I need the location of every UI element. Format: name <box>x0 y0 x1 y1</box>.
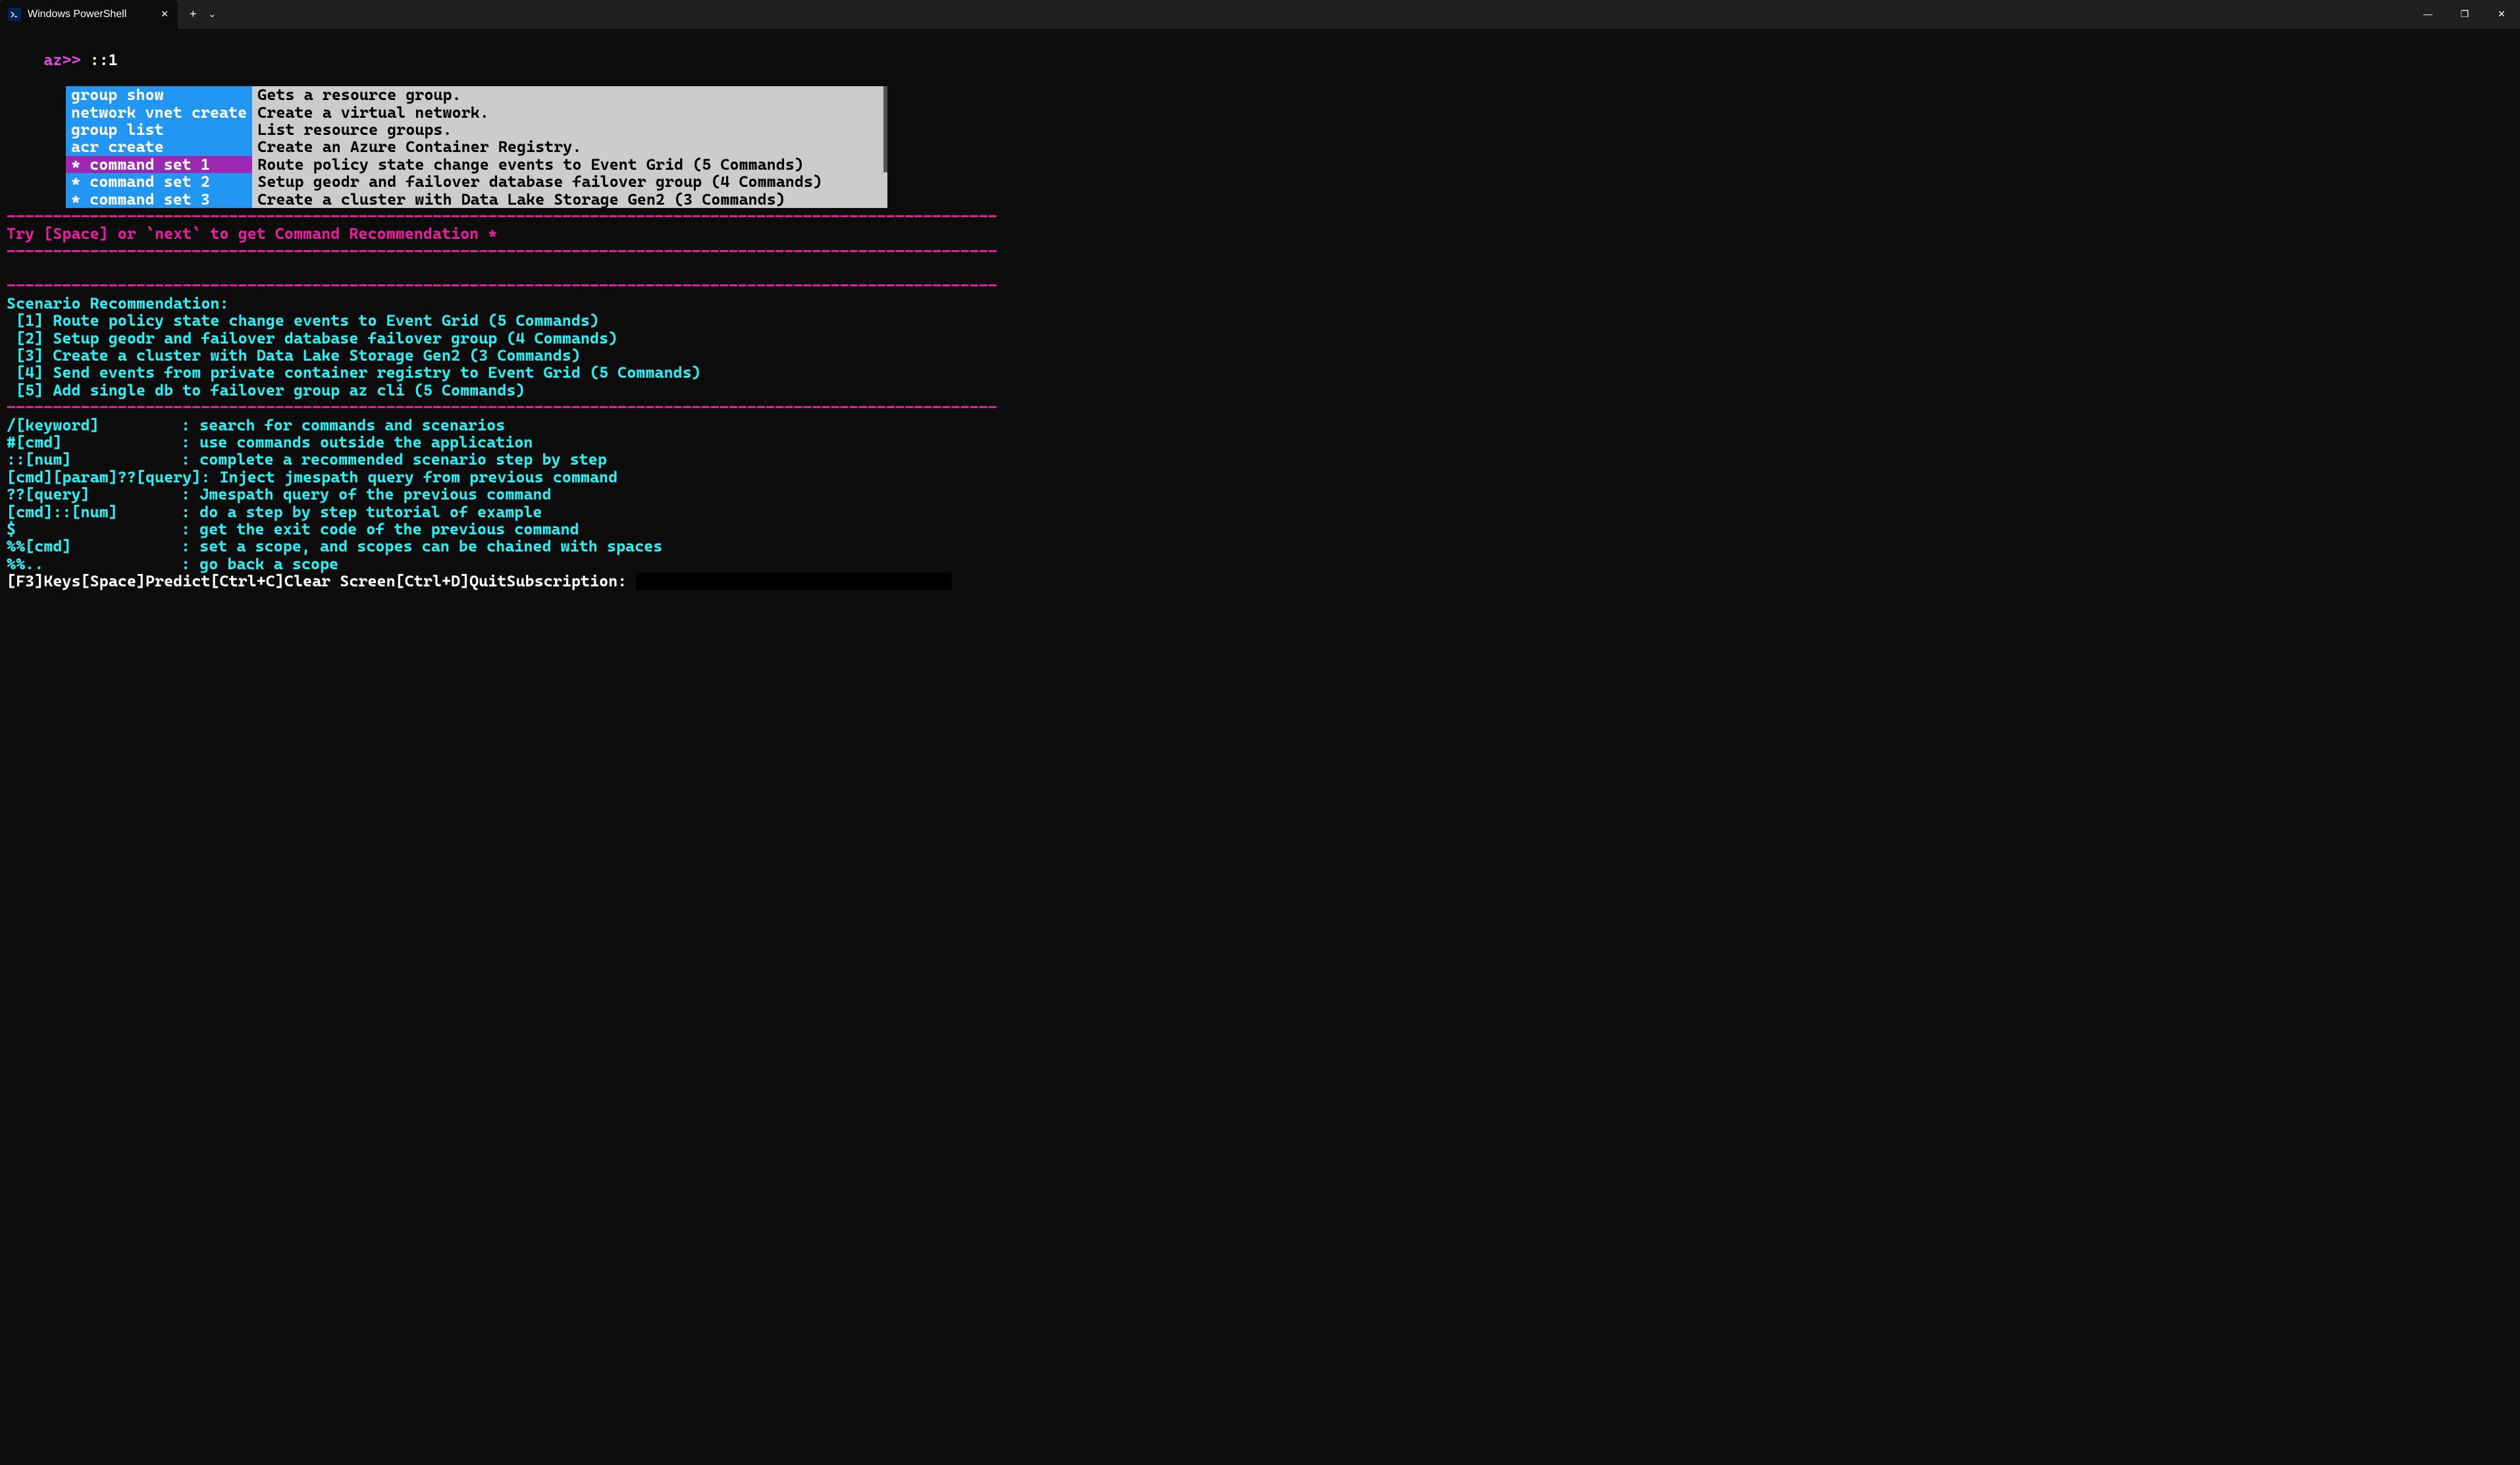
divider: ----------------------------------------… <box>7 243 2513 260</box>
help-desc: : set a scope, and scopes can be chained… <box>181 538 662 555</box>
help-desc: : get the exit code of the previous comm… <box>181 521 579 538</box>
help-key: /[keyword] <box>7 417 181 434</box>
help-key: $ <box>7 521 181 538</box>
new-tab-button[interactable]: + <box>178 8 209 21</box>
help-desc: : search for commands and scenarios <box>181 417 505 434</box>
powershell-icon <box>8 8 21 21</box>
help-desc: : use commands outside the application <box>181 434 533 451</box>
completion-item[interactable]: group show <box>66 86 252 103</box>
help-row: /[keyword]: search for commands and scen… <box>7 417 2513 434</box>
scenario-item: [3] Create a cluster with Data Lake Stor… <box>7 347 2513 364</box>
help-key: ::[num] <box>7 451 181 468</box>
completion-desc: Create an Azure Container Registry. <box>252 138 887 155</box>
completion-popup[interactable]: group show network vnet create group lis… <box>66 86 2513 208</box>
help-key: #[cmd] <box>7 434 181 451</box>
help-row: %%..: go back a scope <box>7 555 2513 573</box>
minimize-button[interactable]: — <box>2409 0 2446 29</box>
help-desc: : complete a recommended scenario step b… <box>181 451 607 468</box>
maximize-button[interactable]: ❐ <box>2446 0 2483 29</box>
help-desc: : Inject jmespath query from previous co… <box>201 469 617 486</box>
window-controls: — ❐ ✕ <box>2409 0 2520 29</box>
help-row: [cmd]::[num]: do a step by step tutorial… <box>7 503 2513 521</box>
help-row: ::[num]: complete a recommended scenario… <box>7 451 2513 468</box>
completion-descriptions: Gets a resource group. Create a virtual … <box>252 86 887 208</box>
scenario-item: [2] Setup geodr and failover database fa… <box>7 330 2513 347</box>
divider: ----------------------------------------… <box>7 208 2513 225</box>
tab-powershell[interactable]: Windows PowerShell ✕ <box>0 0 178 29</box>
completion-desc: Create a virtual network. <box>252 104 887 121</box>
help-key: [cmd]::[num] <box>7 503 181 521</box>
scenario-item: [4] Send events from private container r… <box>7 364 2513 381</box>
completion-item-selected[interactable]: * command set 1 <box>66 156 252 173</box>
tab-dropdown-icon[interactable]: ⌄ <box>209 9 217 19</box>
completion-scrollbar[interactable] <box>883 86 887 172</box>
completion-desc: Gets a resource group. <box>252 86 887 103</box>
completion-desc: Setup geodr and failover database failov… <box>252 173 887 190</box>
completion-item[interactable]: * command set 2 <box>66 173 252 190</box>
help-key: %%[cmd] <box>7 538 181 555</box>
subscription-redacted <box>636 573 952 590</box>
command-input[interactable]: ::1 <box>90 51 118 69</box>
help-desc: : Jmespath query of the previous command <box>181 486 552 503</box>
divider: ----------------------------------------… <box>7 277 2513 294</box>
scenario-heading: Scenario Recommendation: <box>7 295 2513 312</box>
help-row: ??[query]: Jmespath query of the previou… <box>7 486 2513 503</box>
help-key: %%.. <box>7 555 181 573</box>
try-hint: Try [Space] or `next` to get Command Rec… <box>7 225 2513 242</box>
completion-item[interactable]: network vnet create <box>66 104 252 121</box>
status-bar: [F3]Keys[Space]Predict[Ctrl+C]Clear Scre… <box>7 573 2513 590</box>
help-row: %%[cmd]: set a scope, and scopes can be … <box>7 538 2513 555</box>
help-row: #[cmd]: use commands outside the applica… <box>7 434 2513 451</box>
tab-close-icon[interactable]: ✕ <box>161 9 169 19</box>
close-button[interactable]: ✕ <box>2483 0 2520 29</box>
completion-desc: Route policy state change events to Even… <box>252 156 887 173</box>
terminal-output: az>> ::1 group show network vnet create … <box>0 29 2520 596</box>
completion-commands: group show network vnet create group lis… <box>66 86 252 208</box>
divider: ----------------------------------------… <box>7 399 2513 416</box>
help-desc: : go back a scope <box>181 555 338 573</box>
completion-item[interactable]: acr create <box>66 138 252 155</box>
prompt: az>> <box>43 51 90 69</box>
help-key: [cmd][param]??[query] <box>7 469 201 486</box>
tab-title: Windows PowerShell <box>28 9 126 20</box>
titlebar: Windows PowerShell ✕ + ⌄ — ❐ ✕ <box>0 0 2520 29</box>
completion-item[interactable]: group list <box>66 121 252 138</box>
scenario-item: [5] Add single db to failover group az c… <box>7 382 2513 399</box>
help-row: $: get the exit code of the previous com… <box>7 521 2513 538</box>
scenario-item: [1] Route policy state change events to … <box>7 312 2513 329</box>
completion-desc: Create a cluster with Data Lake Storage … <box>252 191 887 208</box>
completion-desc: List resource groups. <box>252 121 887 138</box>
help-row: [cmd][param]??[query]: Inject jmespath q… <box>7 469 2513 486</box>
help-desc: : do a step by step tutorial of example <box>181 503 542 521</box>
completion-item[interactable]: * command set 3 <box>66 191 252 208</box>
help-key: ??[query] <box>7 486 181 503</box>
